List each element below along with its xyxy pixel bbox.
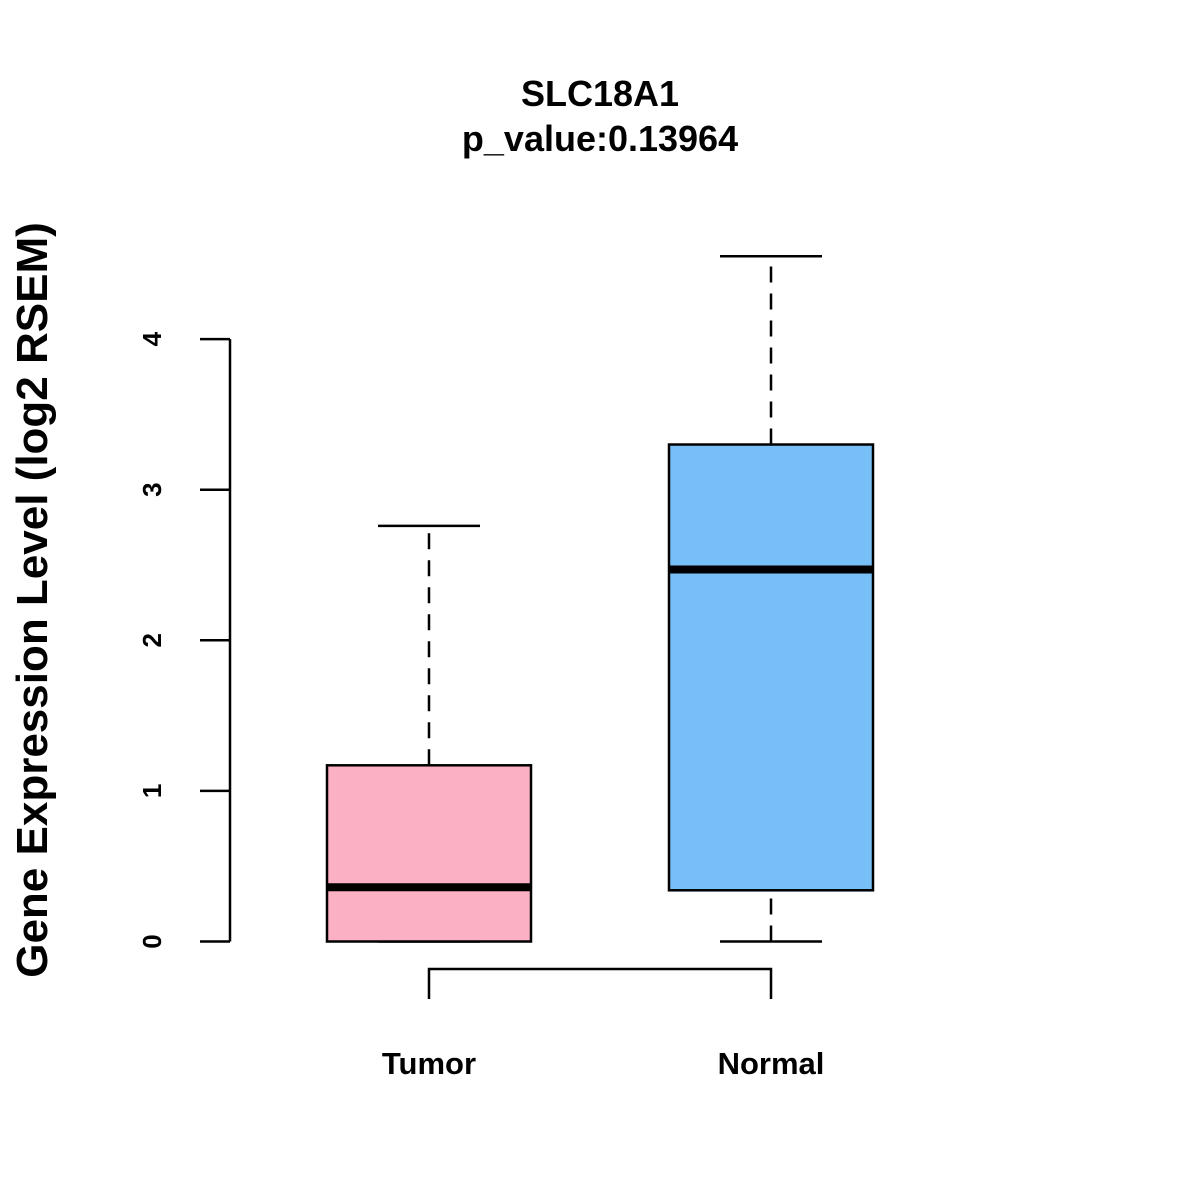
chart-title: SLC18A1	[521, 73, 679, 114]
y-tick-label: 2	[137, 633, 167, 647]
box-iqr	[325, 764, 533, 943]
y-tick-label: 1	[137, 784, 167, 798]
y-tick-label: 4	[137, 331, 167, 346]
y-axis-label: Gene Expression Level (log2 RSEM)	[8, 222, 57, 978]
y-axis: 0 1 2 3 4	[137, 331, 232, 949]
bracket-line	[427, 967, 773, 999]
x-label-normal: Normal	[718, 1046, 825, 1081]
y-tick-label: 0	[137, 934, 167, 948]
box-iqr	[667, 443, 875, 892]
box-normal	[667, 255, 875, 943]
chart-subtitle: p_value:0.13964	[462, 118, 738, 159]
comparison-bracket	[427, 967, 773, 999]
x-label-tumor: Tumor	[382, 1046, 476, 1081]
y-tick-label: 3	[137, 482, 167, 496]
box-tumor	[325, 524, 533, 943]
boxes	[325, 255, 875, 943]
x-axis-labels: Tumor Normal	[382, 1046, 824, 1081]
